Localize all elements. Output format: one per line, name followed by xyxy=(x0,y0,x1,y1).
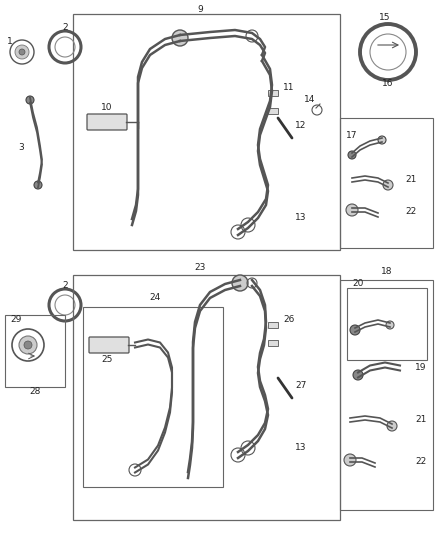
Text: 22: 22 xyxy=(405,207,416,216)
Text: 24: 24 xyxy=(149,293,161,302)
Circle shape xyxy=(19,336,37,354)
Circle shape xyxy=(350,325,360,335)
Bar xyxy=(340,118,433,248)
Circle shape xyxy=(386,321,394,329)
Text: 17: 17 xyxy=(346,131,358,140)
Bar xyxy=(268,340,278,346)
Text: 23: 23 xyxy=(194,263,206,272)
Text: 27: 27 xyxy=(295,382,306,391)
Bar xyxy=(347,288,427,360)
Text: 20: 20 xyxy=(352,279,364,288)
Text: 13: 13 xyxy=(295,443,307,453)
FancyBboxPatch shape xyxy=(87,114,127,130)
Circle shape xyxy=(172,30,188,46)
Bar xyxy=(268,108,278,114)
Text: 21: 21 xyxy=(415,416,426,424)
Circle shape xyxy=(348,151,356,159)
Circle shape xyxy=(344,454,356,466)
FancyBboxPatch shape xyxy=(89,337,129,353)
Text: 22: 22 xyxy=(415,457,426,466)
Text: 29: 29 xyxy=(10,316,21,325)
Circle shape xyxy=(383,180,393,190)
Circle shape xyxy=(19,49,25,55)
Circle shape xyxy=(353,370,363,380)
Text: 3: 3 xyxy=(18,143,24,152)
Text: 15: 15 xyxy=(379,13,391,22)
Text: 2: 2 xyxy=(62,22,68,31)
Text: 9: 9 xyxy=(197,4,203,13)
Text: 14: 14 xyxy=(304,95,316,104)
Circle shape xyxy=(24,341,32,349)
Text: 18: 18 xyxy=(381,268,393,277)
Circle shape xyxy=(15,45,29,59)
Text: 11: 11 xyxy=(283,84,294,93)
Circle shape xyxy=(378,136,386,144)
Text: 13: 13 xyxy=(295,214,307,222)
Circle shape xyxy=(232,275,248,291)
Bar xyxy=(73,14,340,250)
Bar xyxy=(73,275,340,520)
Bar xyxy=(5,315,65,387)
Text: 19: 19 xyxy=(415,364,427,373)
Text: 1: 1 xyxy=(7,37,13,46)
Text: 25: 25 xyxy=(101,356,113,365)
Bar xyxy=(83,307,223,487)
Circle shape xyxy=(346,204,358,216)
Text: 16: 16 xyxy=(382,79,394,88)
Circle shape xyxy=(26,96,34,104)
Text: 2: 2 xyxy=(62,280,68,289)
Bar xyxy=(268,322,278,328)
Circle shape xyxy=(387,421,397,431)
Text: 21: 21 xyxy=(405,175,417,184)
Text: 12: 12 xyxy=(295,122,306,131)
Circle shape xyxy=(34,181,42,189)
Text: 10: 10 xyxy=(101,103,113,112)
Bar xyxy=(268,90,278,96)
Text: 28: 28 xyxy=(29,387,41,397)
Bar xyxy=(340,280,433,510)
Text: 26: 26 xyxy=(283,316,294,325)
